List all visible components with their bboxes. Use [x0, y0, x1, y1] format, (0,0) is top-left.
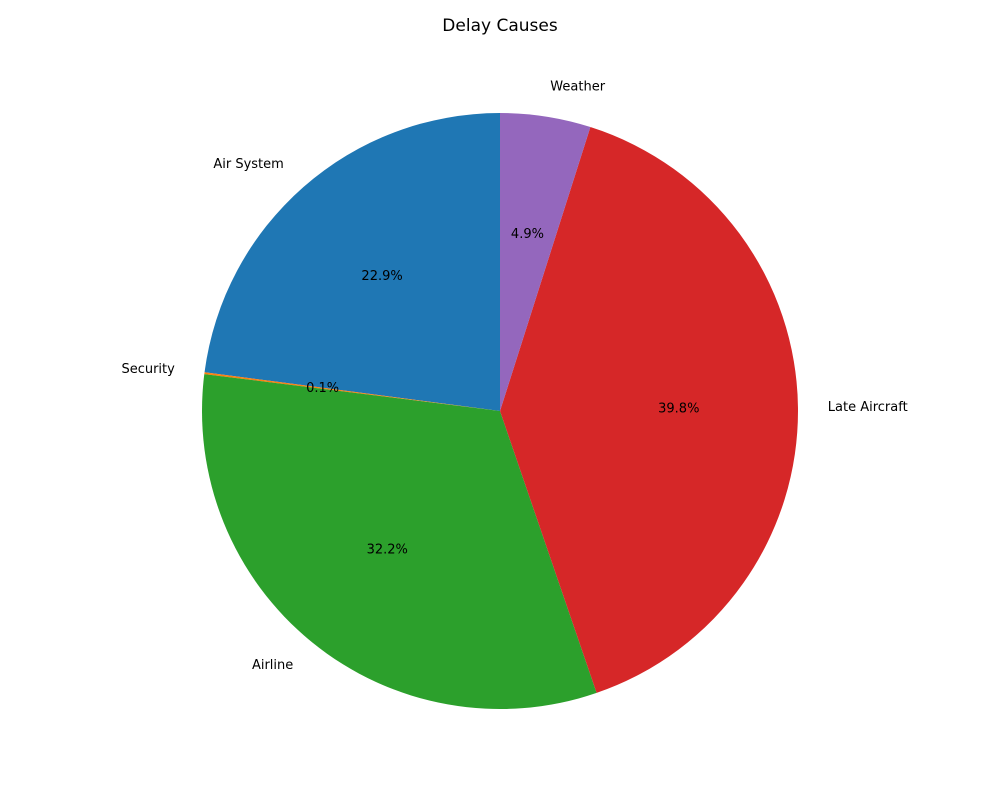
slice-label-air-system: Air System: [213, 157, 283, 172]
slice-label-late-aircraft: Late Aircraft: [828, 400, 908, 415]
pie-slice-airline: [201, 374, 597, 709]
percent-label-airline: 32.2%: [367, 542, 408, 557]
pie-slice-labels: Air System Security Airline Late Aircraft We…: [121, 80, 907, 673]
percent-label-late-aircraft: 39.8%: [658, 402, 699, 417]
chart-title: Delay Causes: [442, 16, 558, 36]
pie-slices: [201, 113, 798, 709]
pie-percent-labels: 22.9% 0.1% 32.2% 39.8% 4.9%: [306, 227, 699, 557]
percent-label-weather: 4.9%: [511, 227, 544, 242]
percent-label-air-system: 22.9%: [361, 269, 402, 284]
pie-slice-late-aircraft: [500, 127, 798, 693]
percent-label-security: 0.1%: [306, 381, 339, 396]
pie-slice-security: [204, 372, 501, 411]
slice-label-security: Security: [121, 362, 175, 377]
pie-slice-weather: [500, 113, 591, 411]
pie-slice-air-system: [204, 113, 500, 411]
slice-label-weather: Weather: [550, 80, 605, 95]
slice-label-airline: Airline: [252, 658, 293, 673]
